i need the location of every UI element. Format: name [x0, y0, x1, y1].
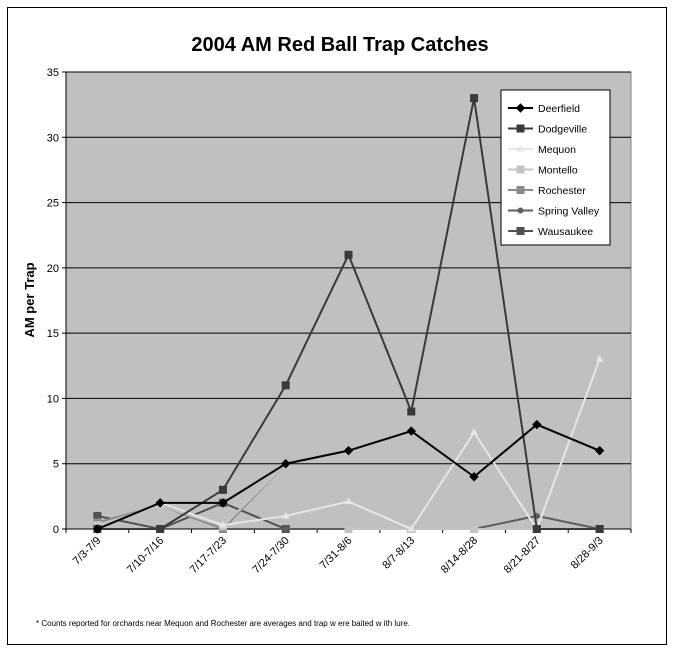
- x-tick-label: 7/31-8/6: [318, 535, 355, 572]
- data-point-dodgeville: [218, 485, 227, 494]
- data-point-deerfield: [406, 426, 416, 436]
- legend-marker: [515, 103, 526, 113]
- data-point-deerfield: [594, 445, 605, 456]
- x-tick-label: 7/17-7/23: [188, 535, 229, 576]
- legend: Deerfield Dodgeville Mequon Montello Rochest…: [500, 89, 611, 246]
- data-point-mequon: [407, 525, 416, 532]
- legend-label: Dodgeville: [538, 124, 587, 136]
- y-tick-label: 25: [47, 198, 59, 210]
- line-chart: 2004 AM Red Ball Trap Catches 0 5 10 15 20 25…: [22, 34, 632, 628]
- legend-label: Rochester: [538, 185, 586, 197]
- data-point-mequon: [595, 355, 604, 362]
- legend-item-montello: Montello: [508, 165, 578, 177]
- legend-marker: [516, 227, 525, 235]
- legend-item-rochester: Rochester: [508, 185, 586, 197]
- y-tick-label: 5: [53, 459, 59, 471]
- chart-frame: 2004 AM Red Ball Trap Catches 0 5 10 15 20 25…: [7, 7, 667, 645]
- data-point-dodgeville: [344, 250, 353, 259]
- legend-marker: [516, 165, 525, 174]
- x-tick-label: 7/3-7/9: [71, 535, 104, 568]
- data-point-dodgeville: [470, 94, 479, 103]
- x-tick-label: 7/10-7/16: [125, 535, 166, 576]
- y-tick-label: 15: [47, 328, 59, 340]
- legend-item-spring-valley: Spring Valley: [508, 206, 600, 218]
- footnote: * Counts reported for orchards near Mequ…: [36, 619, 410, 628]
- y-tick-label: 20: [47, 263, 59, 275]
- data-point-mequon: [281, 511, 290, 519]
- x-axis-ticks: 7/3-7/9 7/10-7/16 7/17-7/23 7/24-7/30 7/31-8…: [65, 529, 632, 576]
- data-point-dodgeville: [595, 525, 604, 533]
- y-axis-label: AM per Trap: [22, 262, 37, 337]
- data-point-mequon: [470, 428, 478, 435]
- legend-marker: [516, 186, 525, 194]
- legend-item-deerfield: Deerfield: [508, 103, 580, 115]
- data-point-deerfield: [343, 445, 354, 456]
- legend-label: Montello: [538, 165, 578, 177]
- legend-label: Mequon: [538, 144, 576, 156]
- data-point-montello: [470, 525, 479, 533]
- legend-item-dodgeville: Dodgeville: [508, 124, 587, 136]
- legend-marker: [516, 124, 525, 133]
- data-point-mequon: [344, 497, 353, 505]
- legend-item-mequon: Mequon: [508, 144, 576, 156]
- data-point-dodgeville: [156, 525, 165, 533]
- data-point-montello: [344, 525, 353, 533]
- data-point-deerfield: [92, 524, 103, 534]
- legend-label: Spring Valley: [538, 206, 600, 218]
- legend-label: Deerfield: [538, 103, 580, 115]
- data-point-mequon: [219, 521, 227, 528]
- data-point-dodgeville: [532, 525, 541, 533]
- data-point-deerfield: [469, 472, 479, 482]
- x-tick-label: 8/7-8/13: [380, 535, 417, 572]
- x-tick-label: 8/14-8/28: [439, 535, 480, 576]
- data-point-deerfield: [155, 498, 165, 508]
- data-point-deerfield: [281, 459, 291, 469]
- legend-item-wausaukee: Wausaukee: [508, 226, 593, 238]
- y-tick-label: 35: [47, 67, 59, 79]
- data-point-deerfield: [218, 498, 228, 508]
- data-point-spring-valley: [282, 526, 289, 532]
- x-tick-label: 8/28-9/3: [569, 535, 606, 572]
- data-point-deerfield: [532, 419, 542, 430]
- data-point-dodgeville: [407, 407, 416, 416]
- series-dodgeville: [93, 94, 604, 533]
- x-tick-label: 7/24-7/30: [250, 535, 291, 576]
- y-tick-label: 30: [47, 132, 59, 144]
- legend-label: Wausaukee: [538, 226, 593, 238]
- legend-marker: [516, 145, 525, 152]
- x-tick-label: 8/21-8/27: [502, 535, 543, 576]
- y-axis-ticks: 0 5 10 15 20 25 30 35: [47, 67, 66, 536]
- series-group: [92, 94, 605, 534]
- series-deerfield: [92, 419, 605, 534]
- data-point-wausaukee: [93, 511, 102, 520]
- data-point-dodgeville: [281, 381, 290, 390]
- y-tick-label: 0: [53, 524, 59, 536]
- y-tick-label: 10: [47, 393, 59, 405]
- chart-title: 2004 AM Red Ball Trap Catches: [191, 34, 488, 56]
- legend-marker: [517, 207, 524, 214]
